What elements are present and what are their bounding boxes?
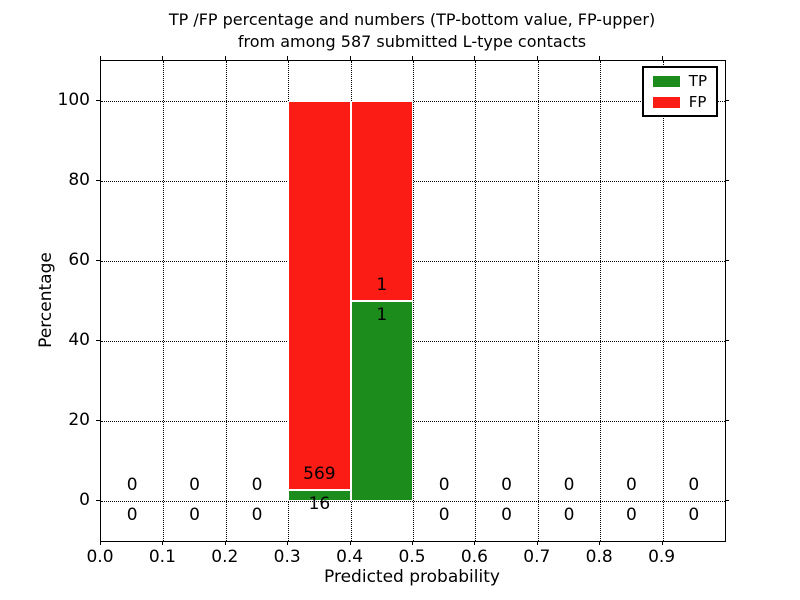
- tp-count-label: 0: [563, 505, 575, 525]
- fp-count-label: 1: [376, 275, 388, 295]
- x-tick-label: 0.3: [273, 547, 301, 567]
- bar-segment-fp: [288, 101, 351, 491]
- x-tick-mark-top: [474, 56, 476, 60]
- bar-segment-fp: [350, 101, 413, 301]
- y-tick-mark-right: [725, 340, 729, 341]
- x-tick-mark: [661, 541, 663, 545]
- tp-count-label: 0: [438, 505, 450, 525]
- plot-area: TP FP 0 0 0 0 0 0 569 16 1 1 0 0 0 0 0 0 0 0 0 0: [100, 60, 726, 542]
- legend-label-fp: FP: [688, 93, 707, 111]
- y-gridline: [101, 261, 725, 262]
- fp-color-swatch: [652, 96, 680, 108]
- y-tick-label: 40: [68, 330, 90, 350]
- fp-count-label: 0: [563, 475, 575, 495]
- x-axis-label: Predicted probability: [324, 567, 500, 587]
- x-tick-mark: [412, 541, 413, 545]
- fp-count-label: 0: [501, 475, 513, 495]
- x-tick-mark: [599, 541, 601, 545]
- y-tick-mark-right: [725, 420, 729, 421]
- x-tick-mark: [100, 541, 101, 545]
- tp-count-label: 0: [189, 505, 201, 525]
- fp-count-label: 0: [625, 475, 637, 495]
- fp-count-label: 0: [251, 475, 263, 495]
- x-gridline: [225, 61, 227, 541]
- x-tick-label: 0.4: [336, 547, 364, 567]
- tp-count-label: 0: [501, 505, 513, 525]
- x-gridline: [475, 61, 477, 541]
- x-tick-mark-top: [162, 56, 164, 60]
- y-gridline: [101, 421, 725, 422]
- y-tick-mark-right: [725, 100, 729, 101]
- x-tick-label: 0.7: [523, 547, 551, 567]
- x-tick-mark-top: [412, 56, 413, 60]
- tp-color-swatch: [652, 75, 680, 87]
- x-gridline: [537, 61, 539, 541]
- y-tick-mark: [96, 260, 100, 261]
- y-tick-mark: [96, 500, 100, 501]
- fp-count-label: 569: [303, 464, 336, 485]
- chart-title-line2: from among 587 submitted L-type contacts: [237, 32, 587, 51]
- tp-count-label: 0: [625, 505, 637, 525]
- x-tick-label: 0.0: [86, 547, 114, 567]
- x-tick-label: 0.9: [648, 547, 676, 567]
- x-gridline: [662, 61, 664, 541]
- x-tick-mark-top: [661, 56, 663, 60]
- y-gridline: [101, 101, 725, 102]
- x-tick-mark: [536, 541, 538, 545]
- x-tick-label: 0.5: [398, 547, 426, 567]
- x-tick-label: 0.1: [148, 547, 176, 567]
- legend-label-tp: TP: [688, 72, 707, 90]
- tp-count-label: 0: [688, 505, 700, 525]
- x-gridline: [163, 61, 165, 541]
- bar-segment-tp: [350, 301, 413, 501]
- y-gridline: [101, 501, 725, 502]
- x-gridline: [413, 61, 414, 541]
- tp-count-label: 1: [376, 305, 388, 325]
- fp-count-label: 0: [189, 475, 201, 495]
- y-tick-mark: [96, 420, 100, 421]
- x-tick-mark-top: [224, 56, 226, 60]
- x-tick-mark-top: [536, 56, 538, 60]
- x-tick-label: 0.8: [585, 547, 613, 567]
- x-tick-mark-top: [349, 56, 351, 60]
- tp-count-label: 0: [126, 505, 138, 525]
- y-tick-mark-right: [725, 260, 729, 261]
- tp-count-label: 16: [308, 494, 331, 515]
- legend-entry-tp: TP: [652, 72, 707, 90]
- x-tick-mark-top: [599, 56, 601, 60]
- x-tick-mark: [474, 541, 476, 545]
- y-gridline: [101, 181, 725, 182]
- x-tick-mark-top: [100, 56, 101, 60]
- tp-count-label: 0: [251, 505, 263, 525]
- y-tick-label: 0: [79, 490, 90, 510]
- y-tick-label: 80: [68, 170, 90, 190]
- y-tick-label: 100: [57, 90, 90, 110]
- y-tick-mark-right: [725, 500, 729, 501]
- x-tick-label: 0.6: [460, 547, 488, 567]
- chart-title-line1: TP /FP percentage and numbers (TP-bottom…: [168, 10, 656, 29]
- y-tick-mark: [96, 340, 100, 341]
- y-gridline: [101, 341, 725, 342]
- x-tick-mark: [224, 541, 226, 545]
- y-tick-mark-right: [725, 180, 729, 181]
- x-tick-mark: [287, 541, 289, 545]
- legend-entry-fp: FP: [652, 93, 707, 111]
- fp-count-label: 0: [438, 475, 450, 495]
- fp-count-label: 0: [688, 475, 700, 495]
- bar-segment-tp: [288, 490, 351, 501]
- y-tick-label: 60: [68, 250, 90, 270]
- x-tick-mark-top: [287, 56, 289, 60]
- x-gridline: [600, 61, 602, 541]
- y-tick-mark: [96, 180, 100, 181]
- y-tick-label: 20: [68, 410, 90, 430]
- x-tick-label: 0.2: [211, 547, 239, 567]
- legend: TP FP: [641, 66, 718, 117]
- x-tick-mark: [349, 541, 351, 545]
- x-tick-mark: [162, 541, 164, 545]
- chart-title: TP /FP percentage and numbers (TP-bottom…: [100, 9, 724, 53]
- fp-count-label: 0: [126, 475, 138, 495]
- y-tick-mark: [96, 100, 100, 101]
